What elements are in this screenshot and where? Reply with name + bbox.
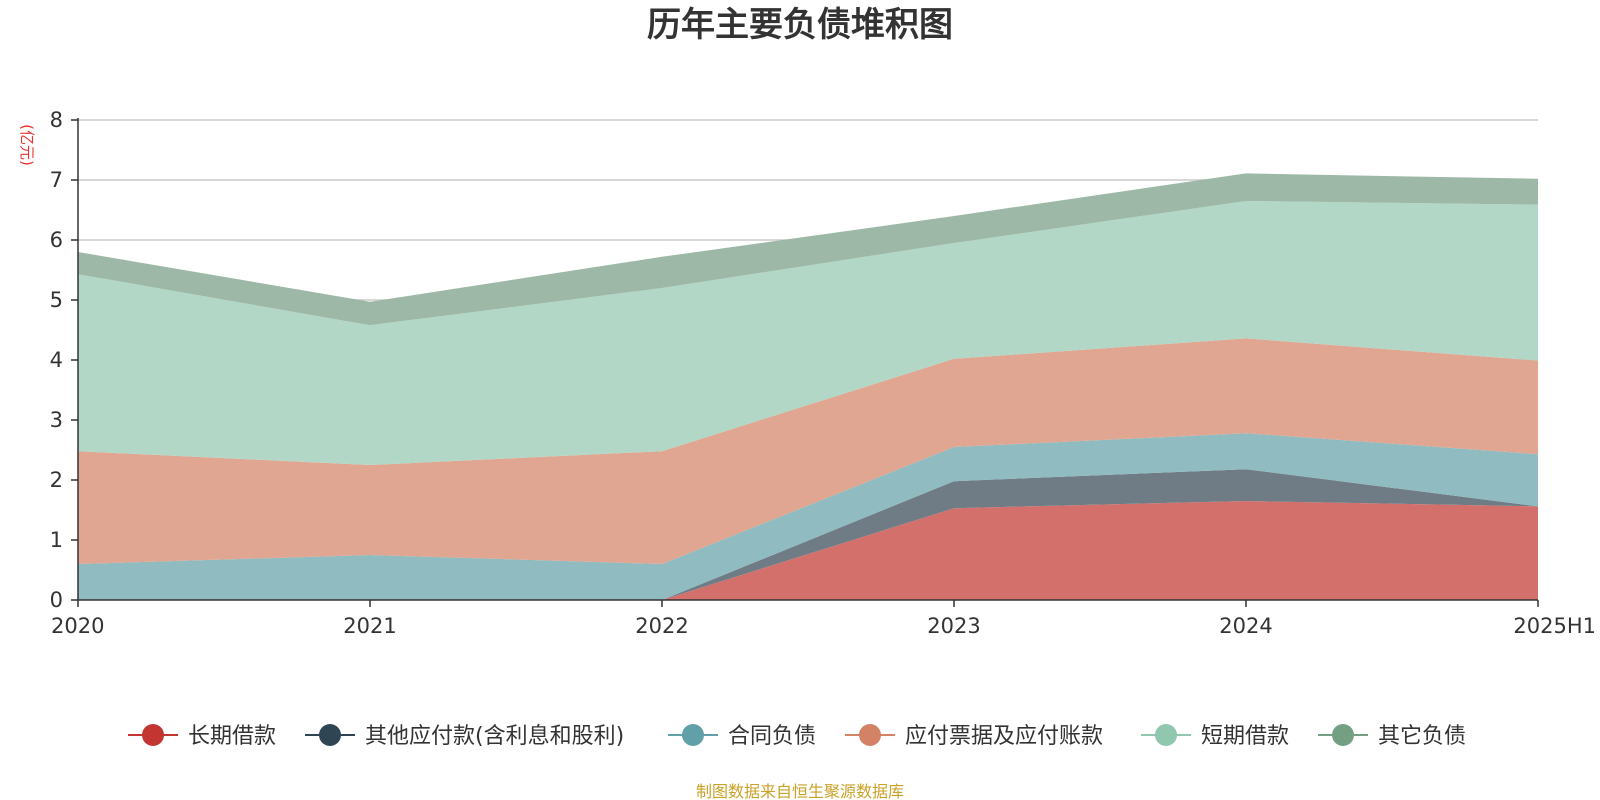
legend-label: 其它负债 bbox=[1378, 724, 1466, 749]
area-series-1 bbox=[78, 469, 1538, 600]
source-note: 制图数据来自恒生聚源数据库 bbox=[696, 782, 904, 800]
y-tick-label: 2 bbox=[50, 468, 63, 492]
y-axis-unit: (亿元) bbox=[18, 124, 36, 166]
x-tick-label: 2020 bbox=[51, 614, 104, 638]
x-tick-label: 2024 bbox=[1219, 614, 1272, 638]
legend-label: 应付票据及应付账款 bbox=[905, 724, 1103, 749]
x-tick-label: 2021 bbox=[343, 614, 396, 638]
legend-item-3[interactable]: 应付票据及应付账款 bbox=[845, 724, 1103, 749]
legend-marker-icon bbox=[682, 724, 704, 746]
axes: 0 1 2 3 4 5 6 7 8 2020 2021 2022 2023 2024 2025H1 bbox=[50, 108, 1596, 638]
legend-item-1[interactable]: 其他应付款(含利息和股利) bbox=[305, 724, 624, 749]
legend-item-0[interactable]: 长期借款 bbox=[128, 724, 276, 749]
area-series-0 bbox=[78, 501, 1538, 600]
legend-marker-icon bbox=[1332, 724, 1354, 746]
y-tick-label: 7 bbox=[50, 168, 63, 192]
legend-marker-icon bbox=[319, 724, 341, 746]
x-tick-label: 2022 bbox=[635, 614, 688, 638]
legend-item-4[interactable]: 短期借款 bbox=[1141, 724, 1289, 749]
area-series-3 bbox=[78, 338, 1538, 564]
y-tick-label: 4 bbox=[50, 348, 63, 372]
y-tick-label: 1 bbox=[50, 528, 63, 552]
legend-marker-icon bbox=[142, 724, 164, 746]
legend-marker-icon bbox=[859, 724, 881, 746]
y-tick-label: 3 bbox=[50, 408, 63, 432]
y-tick-label: 5 bbox=[50, 288, 63, 312]
legend-label: 长期借款 bbox=[188, 724, 276, 749]
legend-marker-icon bbox=[1155, 724, 1177, 746]
y-tick-label: 0 bbox=[50, 588, 63, 612]
legend-label: 合同负债 bbox=[728, 724, 816, 749]
area-series-2 bbox=[78, 433, 1538, 600]
area-series-5 bbox=[78, 173, 1538, 326]
x-tick-label: 2025H1 bbox=[1513, 614, 1596, 638]
legend-label: 短期借款 bbox=[1201, 724, 1289, 749]
x-tick-label: 2023 bbox=[927, 614, 980, 638]
y-tick-label: 6 bbox=[50, 228, 63, 252]
legend-label: 其他应付款(含利息和股利) bbox=[365, 724, 624, 749]
area-series-4 bbox=[78, 201, 1538, 465]
chart-title: 历年主要负债堆积图 bbox=[647, 5, 953, 45]
legend[interactable]: 长期借款 其他应付款(含利息和股利) 合同负债 应付票据及应付账款 短期借款 其它负债 bbox=[128, 724, 1466, 749]
plot-areas bbox=[78, 173, 1538, 600]
legend-item-2[interactable]: 合同负债 bbox=[668, 724, 816, 749]
legend-item-5[interactable]: 其它负债 bbox=[1318, 724, 1466, 749]
y-tick-label: 8 bbox=[50, 108, 63, 132]
